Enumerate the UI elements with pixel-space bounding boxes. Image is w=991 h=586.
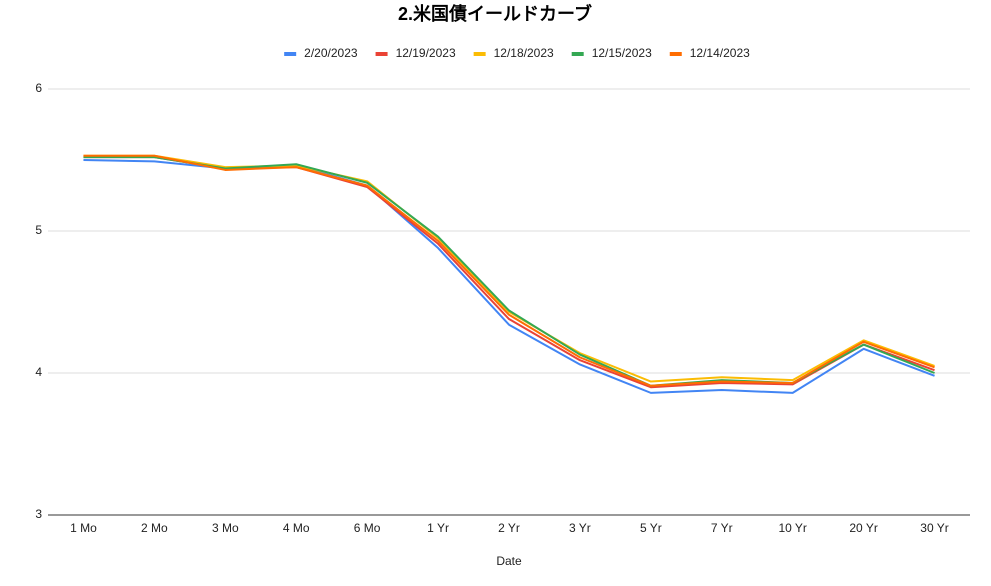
series-line [83, 156, 935, 387]
x-tick-label: 7 Yr [711, 521, 733, 535]
x-tick-label: 4 Mo [283, 521, 310, 535]
x-tick-label: 3 Yr [569, 521, 591, 535]
legend-label: 2/20/2023 [304, 46, 358, 60]
chart-title: 2.米国債イールドカーブ [398, 3, 592, 24]
x-tick-label: 10 Yr [778, 521, 806, 535]
y-tick-label: 5 [35, 223, 42, 237]
x-tick-label: 1 Mo [70, 521, 97, 535]
x-axis-label: Date [496, 554, 522, 568]
x-tick-label: 20 Yr [849, 521, 877, 535]
legend-label: 12/15/2023 [592, 46, 652, 60]
legend-label: 12/18/2023 [494, 46, 554, 60]
x-tick-label: 2 Yr [498, 521, 520, 535]
y-tick-label: 3 [35, 507, 42, 521]
y-tick-label: 4 [35, 365, 42, 379]
x-tick-label: 5 Yr [640, 521, 662, 535]
legend-label: 12/14/2023 [690, 46, 750, 60]
series-line [83, 154, 935, 383]
x-tick-label: 3 Mo [212, 521, 239, 535]
x-tick-label: 1 Yr [427, 521, 449, 535]
series-line [83, 154, 935, 387]
series-line [83, 159, 935, 394]
legend-label: 12/19/2023 [396, 46, 456, 60]
series-line [83, 156, 935, 389]
x-tick-label: 6 Mo [354, 521, 381, 535]
x-tick-label: 30 Yr [920, 521, 948, 535]
x-tick-label: 2 Mo [141, 521, 168, 535]
y-tick-label: 6 [35, 81, 42, 95]
